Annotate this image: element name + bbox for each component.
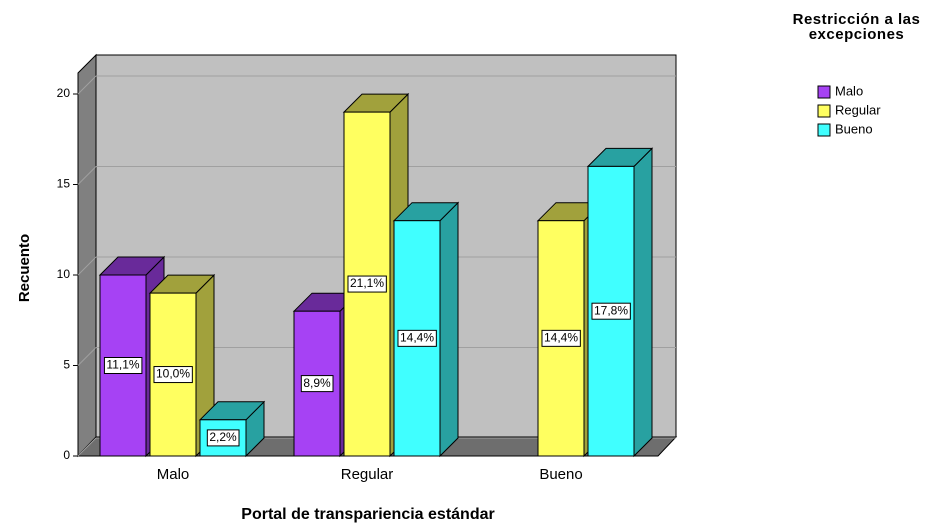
value-label-box xyxy=(103,357,143,374)
value-label: 14,4% xyxy=(400,331,434,345)
value-label-box xyxy=(541,329,581,347)
grid-line xyxy=(77,256,97,276)
grid-line xyxy=(77,437,97,457)
value-label-box xyxy=(206,429,240,447)
value-label-box xyxy=(347,275,387,293)
x-tick-label: Regular xyxy=(341,466,394,483)
grid-line xyxy=(77,75,97,95)
value-label: 10,0% xyxy=(156,367,190,381)
value-label: 11,1% xyxy=(106,358,139,372)
y-tick-label: 20 xyxy=(57,86,71,100)
legend-label: Bueno xyxy=(835,121,873,136)
y-tick-label: 10 xyxy=(57,267,71,281)
value-label: 8,9% xyxy=(303,376,331,390)
legend-swatch xyxy=(817,85,831,99)
value-label-box xyxy=(591,302,631,320)
value-label: 14,4% xyxy=(544,331,578,345)
y-axis-title: Recuento xyxy=(16,234,33,302)
legend-swatch xyxy=(817,104,831,118)
y-tick-label: 0 xyxy=(63,448,70,462)
left-wall xyxy=(77,53,97,458)
legend-label: Malo xyxy=(835,83,863,98)
legend-label: Regular xyxy=(835,102,881,117)
x-tick-label: Malo xyxy=(157,466,190,483)
legend-swatch xyxy=(817,123,831,137)
value-label-box xyxy=(397,329,437,347)
grid-line xyxy=(77,347,97,366)
value-label: 17,8% xyxy=(594,303,628,317)
value-label-box xyxy=(153,366,193,384)
x-tick-label: Bueno xyxy=(539,466,582,483)
value-label: 2,2% xyxy=(209,430,237,444)
bar-side xyxy=(633,147,653,458)
y-tick-label: 5 xyxy=(63,358,70,372)
y-tick-label: 15 xyxy=(57,177,71,191)
grid-line xyxy=(77,166,97,185)
value-label-box xyxy=(300,375,334,393)
x-axis-title: Portal de transpariencia estándar xyxy=(241,506,494,523)
legend-title: Restricción a las excepciones xyxy=(792,11,921,43)
bar-side xyxy=(439,201,459,458)
value-label: 21,1% xyxy=(350,276,384,290)
